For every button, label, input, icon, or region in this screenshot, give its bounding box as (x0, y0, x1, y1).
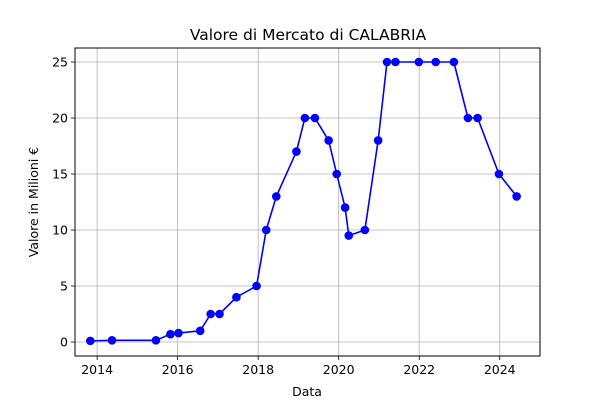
y-tick-label: 20 (52, 111, 68, 126)
data-point (232, 292, 241, 302)
ticks: 2014 2016 2018 2020 2022 2024 0 5 10 15 20 25 (52, 55, 516, 378)
y-tick-label: 0 (60, 335, 68, 350)
chart-title: Valore di Mercato di CALABRIA (190, 26, 427, 44)
data-point (310, 113, 320, 123)
x-tick-label: 2022 (403, 362, 435, 377)
data-point (174, 328, 183, 338)
y-tick-label: 10 (52, 223, 68, 238)
data-point (166, 329, 175, 339)
y-tick-label: 15 (52, 167, 68, 182)
data-point (431, 57, 441, 67)
data-point (449, 57, 459, 67)
data-point (151, 336, 161, 345)
data-point (206, 309, 215, 319)
data-point (463, 113, 473, 123)
plot-frame (74, 47, 541, 357)
x-tick-label: 2024 (484, 362, 516, 377)
data-point (324, 136, 333, 145)
data-point (85, 336, 95, 346)
data-point (252, 281, 261, 291)
data-point (261, 225, 271, 235)
y-tick-label: 25 (52, 55, 68, 70)
data-point (340, 203, 350, 212)
x-tick-label: 2016 (162, 362, 194, 377)
data-point (512, 192, 521, 201)
data-point (473, 113, 482, 123)
x-tick-label: 2020 (323, 362, 355, 377)
data-point (414, 57, 424, 67)
x-tick-label: 2014 (81, 362, 113, 377)
data-point (344, 231, 354, 240)
data-point (107, 336, 117, 345)
data-point (332, 169, 341, 179)
data-point (300, 113, 310, 123)
data-point (360, 225, 370, 235)
data-point (292, 147, 301, 156)
data-point (373, 136, 383, 145)
data-point (195, 326, 205, 336)
y-tick-label: 5 (60, 279, 68, 294)
x-tick-label: 2018 (242, 362, 274, 377)
x-axis-label: Data (292, 384, 322, 399)
y-axis-label: Valore in Milioni € (26, 147, 41, 257)
data-point (494, 169, 504, 179)
data-point (391, 57, 400, 67)
series-layer (85, 57, 521, 346)
data-point (271, 192, 281, 201)
data-point (382, 57, 392, 67)
data-point (215, 309, 224, 319)
